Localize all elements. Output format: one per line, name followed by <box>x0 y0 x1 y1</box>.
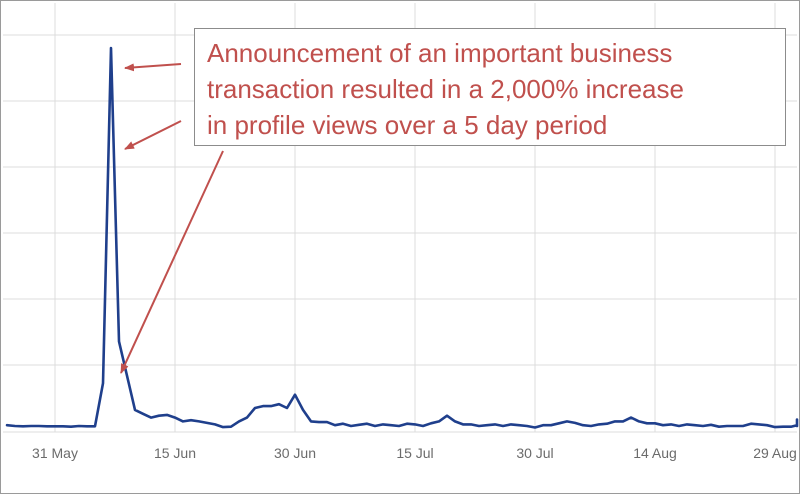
x-axis-ticks: 31 May 15 Jun 30 Jun 15 Jul 30 Jul 14 Aug 29 A… <box>32 445 797 461</box>
annotation-arrows <box>120 63 224 374</box>
annotation-line-3: in profile views over a 5 day period <box>207 110 608 140</box>
annotation-arrow <box>124 63 182 72</box>
x-tick-label: 15 Jun <box>154 445 196 461</box>
annotation-line-1: Announcement of an important business <box>207 38 673 68</box>
x-tick-label: 15 Jul <box>396 445 433 461</box>
x-tick-label: 29 Aug <box>753 445 797 461</box>
annotation-line-2: transaction resulted in a 2,000% increas… <box>207 74 684 104</box>
series-layer <box>5 46 799 429</box>
x-tick-label: 31 May <box>32 445 78 461</box>
x-tick-label: 30 Jun <box>274 445 316 461</box>
series-line <box>5 46 799 429</box>
x-tick-label: 14 Aug <box>633 445 677 461</box>
annotation-arrow <box>124 120 182 150</box>
annotation-box: Announcement of an important business tr… <box>194 28 786 146</box>
annotation-arrow <box>120 150 224 374</box>
x-tick-label: 30 Jul <box>516 445 553 461</box>
